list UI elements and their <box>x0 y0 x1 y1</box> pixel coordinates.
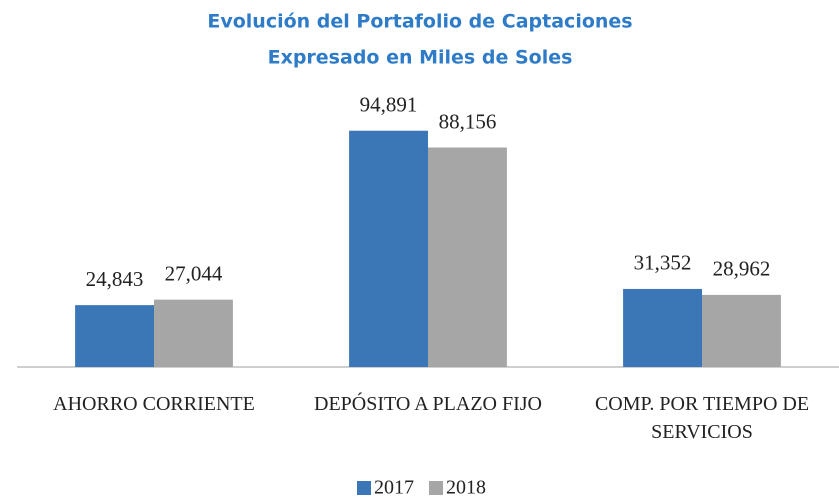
legend-swatch <box>357 481 371 495</box>
bar <box>75 305 154 367</box>
chart-title: Evolución del Portafolio de Captaciones <box>207 11 632 33</box>
bar <box>428 147 507 367</box>
value-label: 27,044 <box>165 261 223 285</box>
value-label: 24,843 <box>86 267 144 291</box>
bar <box>702 294 781 367</box>
x-tick-label: COMP. POR TIEMPO DE SERVICIOS <box>594 393 810 443</box>
value-label: 94,891 <box>360 93 418 117</box>
chart-subtitle: Expresado en Miles de Soles <box>268 47 573 69</box>
bar <box>349 130 428 367</box>
legend-label: 2018 <box>446 477 486 498</box>
value-label: 28,962 <box>713 257 771 281</box>
value-label: 88,156 <box>439 109 497 133</box>
x-tick-label: DEPÓSITO A PLAZO FIJO <box>314 393 542 415</box>
bar <box>154 299 233 367</box>
legend-label: 2017 <box>374 477 414 498</box>
legend-swatch <box>429 481 443 495</box>
x-tick-label: AHORRO CORRIENTE <box>53 393 255 415</box>
bar <box>623 288 702 367</box>
value-label: 31,352 <box>634 251 692 275</box>
